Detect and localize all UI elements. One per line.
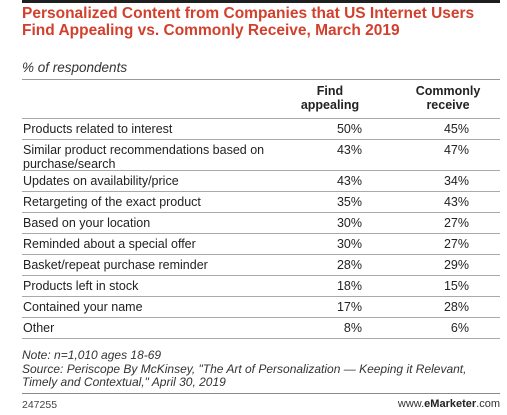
value-commonly-receive: 15% <box>443 279 469 293</box>
source-text: Source: Periscope By McKinsey, "The Art … <box>22 361 467 389</box>
data-table: Products related to interest 50% 45% Simila… <box>22 118 500 339</box>
column-header-commonly-receive: Commonly receive <box>398 84 498 112</box>
value-find-appealing: 30% <box>336 237 362 251</box>
footer-rule <box>22 393 500 394</box>
column-header-receive-line1: Commonly <box>415 84 481 98</box>
emarketer-logo: www.eMarketer.com <box>398 398 500 410</box>
row-label: Basket/repeat purchase reminder <box>23 258 208 272</box>
table-row: Other 8% 6% <box>22 317 500 338</box>
top-rule <box>22 0 500 3</box>
row-label: Products related to interest <box>23 122 173 136</box>
value-commonly-receive: 6% <box>450 321 469 335</box>
table-row: Contained your name 17% 28% <box>22 296 500 317</box>
value-find-appealing: 43% <box>336 143 362 157</box>
value-commonly-receive: 29% <box>443 258 469 272</box>
row-label: Retargeting of the exact product <box>23 195 201 209</box>
value-commonly-receive: 47% <box>443 143 469 157</box>
note-text: Note: n=1,010 ages 18-69 <box>22 348 162 362</box>
table-row: Similar product recommendations based on… <box>22 139 500 171</box>
column-header-find-line2: appealing <box>300 98 360 112</box>
column-header-find-appealing: Find appealing <box>286 84 374 112</box>
row-label: Updates on availability/price <box>23 174 179 188</box>
table-row: Based on your location 30% 27% <box>22 212 500 233</box>
table-bottom-rule <box>22 338 500 339</box>
row-label: Reminded about a special offer <box>23 237 196 251</box>
value-find-appealing: 50% <box>336 122 362 136</box>
value-commonly-receive: 43% <box>443 195 469 209</box>
value-commonly-receive: 27% <box>443 216 469 230</box>
column-header-receive-line2: receive <box>426 98 470 112</box>
row-label: Contained your name <box>23 300 143 314</box>
value-find-appealing: 30% <box>336 216 362 230</box>
chart-subtitle: % of respondents <box>22 60 128 75</box>
brand-name: eMarketer <box>424 398 477 410</box>
table-row: Updates on availability/price 43% 34% <box>22 170 500 191</box>
value-commonly-receive: 45% <box>443 122 469 136</box>
chart-notes: Note: n=1,010 ages 18-69 Source: Perisco… <box>22 348 500 390</box>
value-find-appealing: 43% <box>336 174 362 188</box>
row-label: Similar product recommendations based on… <box>23 143 265 171</box>
value-commonly-receive: 34% <box>443 174 469 188</box>
value-find-appealing: 8% <box>343 321 362 335</box>
brand-prefix: www. <box>397 398 425 410</box>
column-header-find-line1: Find <box>316 84 344 98</box>
value-commonly-receive: 28% <box>443 300 469 314</box>
value-find-appealing: 28% <box>336 258 362 272</box>
value-find-appealing: 35% <box>336 195 362 209</box>
chart-title: Personalized Content from Companies that… <box>22 5 475 39</box>
table-row: Basket/repeat purchase reminder 28% 29% <box>22 254 500 275</box>
header-rule <box>22 79 500 80</box>
row-label: Other <box>23 321 55 335</box>
value-commonly-receive: 27% <box>443 237 469 251</box>
table-row: Products left in stock 18% 15% <box>22 275 500 296</box>
value-find-appealing: 17% <box>336 300 362 314</box>
row-label: Products left in stock <box>23 279 139 293</box>
table-row: Reminded about a special offer 30% 27% <box>22 233 500 254</box>
table-row: Retargeting of the exact product 35% 43% <box>22 191 500 212</box>
table-row: Products related to interest 50% 45% <box>22 118 500 139</box>
brand-suffix: .com <box>476 398 500 410</box>
row-label: Based on your location <box>23 216 151 230</box>
chart-id: 247255 <box>22 399 58 411</box>
value-find-appealing: 18% <box>336 279 362 293</box>
